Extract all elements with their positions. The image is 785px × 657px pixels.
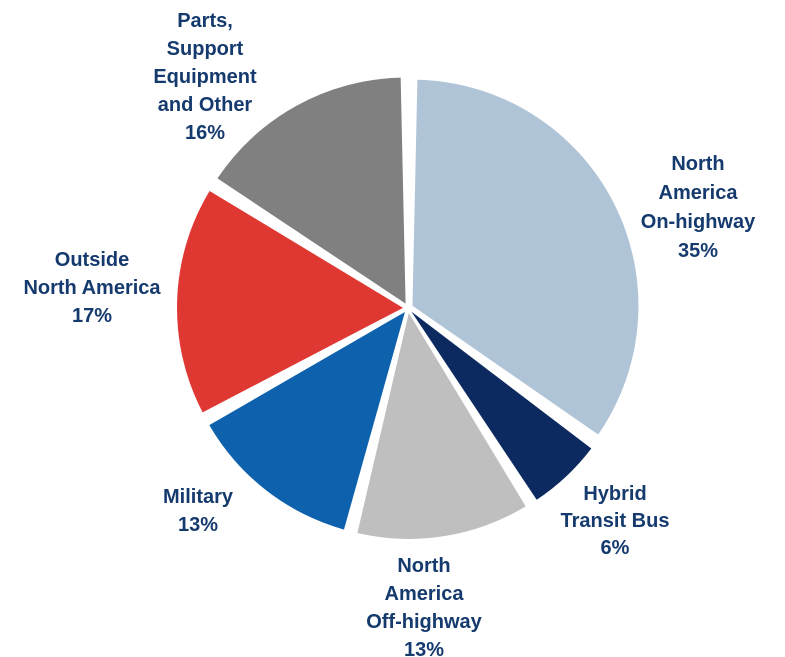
slice-label-line: and Other xyxy=(158,94,253,116)
pie-slice-2 xyxy=(411,311,592,500)
slice-label-line: Military xyxy=(163,486,234,508)
slice-label-line: North xyxy=(397,555,450,577)
slice-label-6: Parts, Support Equipment and Other 16% xyxy=(153,10,257,144)
pie-slice-1 xyxy=(412,79,639,435)
pie-slice-4 xyxy=(209,311,405,530)
slice-label-line: America xyxy=(385,583,465,605)
slice-label-5: Outside North America 17% xyxy=(23,249,161,327)
slice-label-line: On-highway xyxy=(641,211,756,233)
pie-slice-5 xyxy=(177,190,404,413)
slice-label-line: North xyxy=(671,153,724,175)
slice-label-line: North America xyxy=(23,277,161,299)
slice-label-line: Transit Bus xyxy=(561,510,670,532)
slice-value-text: 13% xyxy=(178,514,218,536)
slice-label-line: Parts, xyxy=(177,10,233,32)
slice-value-text: 16% xyxy=(185,122,225,144)
slice-value-text: 6% xyxy=(601,537,630,559)
slice-label-line: Off-highway xyxy=(366,611,482,633)
slice-value-text: 13% xyxy=(404,639,444,657)
slice-label-3: North America Off-highway 13% xyxy=(366,555,482,657)
slice-label-line: Hybrid xyxy=(583,483,646,505)
slice-labels: North America On-highway 35% Hybrid Transit B… xyxy=(23,10,756,657)
slice-label-line: Outside xyxy=(55,249,129,271)
slice-label-4: Military 13% xyxy=(163,486,234,536)
slice-value-text: 17% xyxy=(72,305,112,327)
slice-label-line: America xyxy=(659,182,739,204)
pie-slice-6 xyxy=(217,77,406,304)
pie-slice-3 xyxy=(357,312,526,539)
slice-label-1: North America On-highway 35% xyxy=(641,153,756,262)
slice-label-line: Support xyxy=(167,38,244,60)
slice-label-line: Equipment xyxy=(153,66,257,88)
slice-value-text: 35% xyxy=(678,240,718,262)
slice-label-2: Hybrid Transit Bus 6% xyxy=(561,483,670,559)
pie-slices xyxy=(177,77,639,539)
